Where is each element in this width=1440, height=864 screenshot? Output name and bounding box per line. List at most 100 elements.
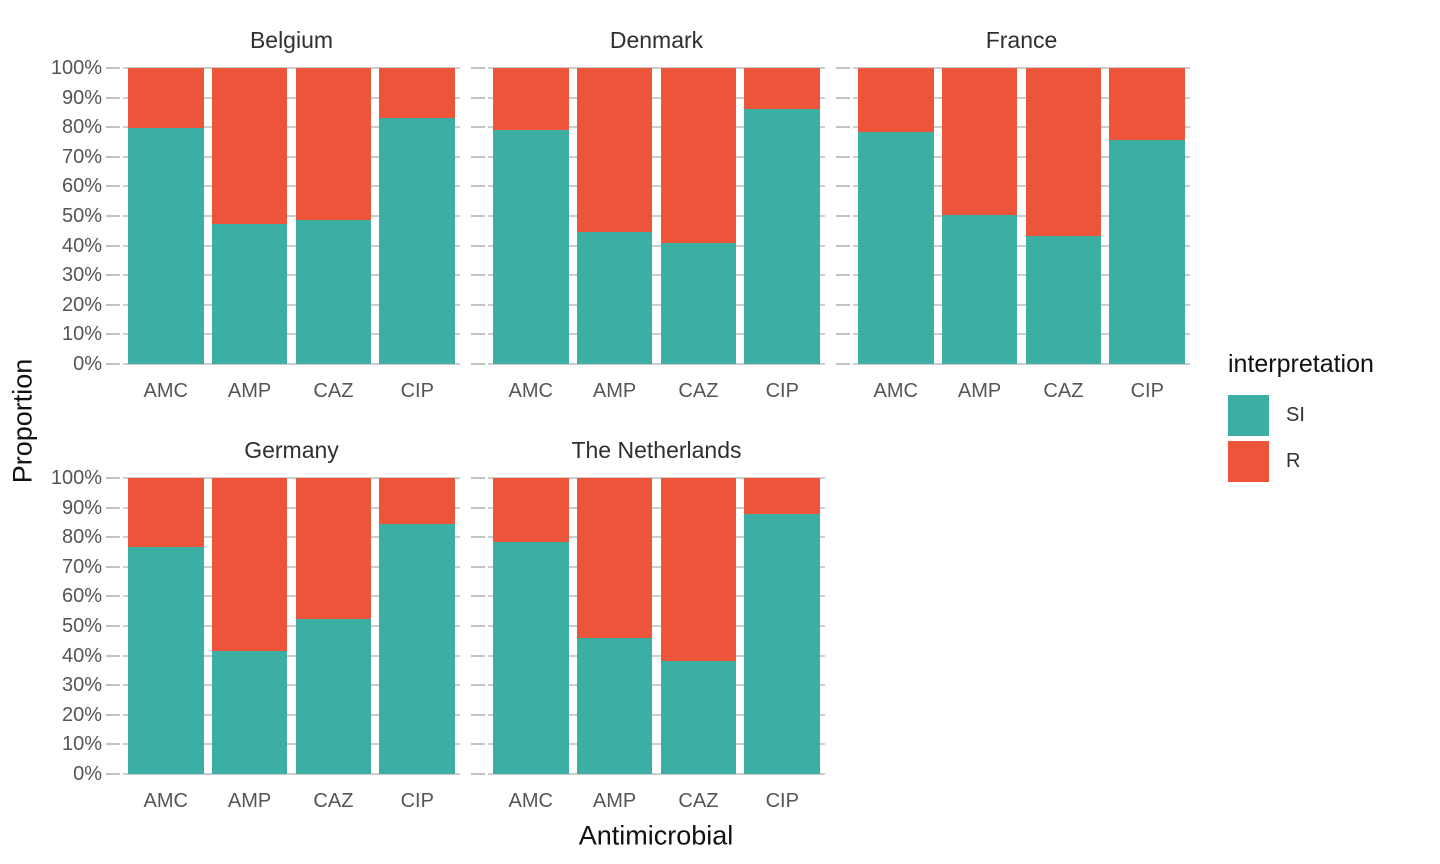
segment-r xyxy=(379,68,455,118)
bar-caz xyxy=(660,68,737,364)
y-tick-label: 70% xyxy=(61,555,102,578)
gridline xyxy=(488,126,825,129)
gridline xyxy=(488,536,825,539)
y-axis-tick xyxy=(836,96,850,99)
y-axis-tick xyxy=(836,126,850,129)
bars xyxy=(853,68,1190,364)
facet-title: France xyxy=(985,27,1058,53)
y-axis-tick xyxy=(471,477,485,479)
gridline xyxy=(488,303,825,306)
segment-r xyxy=(295,478,372,619)
x-tick-labels: AMC AMP CAZ CIP xyxy=(488,790,825,813)
gridline xyxy=(123,477,460,479)
segment-r xyxy=(211,478,288,651)
x-tick-label: CAZ xyxy=(678,380,719,402)
y-axis-tick xyxy=(471,215,485,217)
y-axis-tick xyxy=(106,506,120,509)
x-axis-title: Antimicrobial xyxy=(578,820,734,851)
y-tick-label: 20% xyxy=(61,703,102,726)
bar-caz xyxy=(295,68,372,364)
legend-label: R xyxy=(1286,450,1301,472)
segment-si xyxy=(1025,235,1102,364)
y-tick-label: 50% xyxy=(61,205,102,227)
legend-items: SI R xyxy=(1228,395,1374,482)
y-axis-tick xyxy=(106,743,120,746)
bar-amp xyxy=(576,478,653,774)
bars xyxy=(123,68,460,364)
segment-r xyxy=(576,478,653,639)
segment-si xyxy=(744,514,820,774)
gridline xyxy=(853,363,1190,365)
bar-amc xyxy=(858,68,934,364)
bar-amp xyxy=(211,68,288,364)
x-tick-label: AMC xyxy=(143,380,188,402)
y-axis-tick xyxy=(471,363,485,365)
x-tick-label: AMP xyxy=(592,380,637,402)
facet-denmark: Denmark AMC AMP CAZ CIP xyxy=(471,27,825,402)
bars xyxy=(488,68,825,364)
y-axis-tick xyxy=(106,303,120,306)
y-tick-label: 30% xyxy=(61,264,102,287)
legend-title: interpretation xyxy=(1228,350,1374,378)
y-axis-tick xyxy=(471,67,485,69)
facet-title: Germany xyxy=(244,437,339,463)
y-axis-tick xyxy=(836,67,850,69)
gridline xyxy=(488,477,825,479)
y-axis-tick xyxy=(106,595,120,598)
bar-amc xyxy=(128,68,204,364)
segment-si xyxy=(493,129,569,364)
gridline xyxy=(488,67,825,69)
gridline xyxy=(488,713,825,716)
gridline xyxy=(123,244,460,247)
legend-entry-r: R xyxy=(1228,441,1374,482)
gridline xyxy=(853,333,1190,336)
gridline xyxy=(123,773,460,775)
y-axis-tick xyxy=(471,773,485,775)
gridline xyxy=(853,215,1190,217)
x-tick-label: CAZ xyxy=(678,790,719,812)
y-axis-tick xyxy=(471,303,485,306)
segment-r xyxy=(128,478,204,548)
y-tick-label: 30% xyxy=(61,674,102,697)
y-axis-tick xyxy=(471,654,485,657)
segment-r xyxy=(941,68,1018,215)
segment-si xyxy=(211,650,288,774)
y-axis-tick xyxy=(106,333,120,336)
gridline xyxy=(123,185,460,188)
gridline xyxy=(488,684,825,687)
y-axis-tick xyxy=(106,536,120,539)
gridline xyxy=(123,333,460,336)
x-tick-label: AMP xyxy=(227,790,272,812)
y-axis-title: Proportion xyxy=(7,358,38,484)
x-tick-label: AMC xyxy=(508,790,553,812)
y-tick-label: 60% xyxy=(61,175,102,198)
x-tick-labels: AMC AMP CAZ CIP xyxy=(488,380,825,403)
x-tick-label: CAZ xyxy=(313,380,354,402)
segment-si xyxy=(379,524,455,774)
bar-caz xyxy=(660,478,737,774)
y-tick-label: 50% xyxy=(61,615,102,637)
y-axis-tick xyxy=(471,595,485,598)
y-tick-label: 100% xyxy=(50,57,102,79)
segment-si xyxy=(128,547,204,774)
y-tick-label: 100% xyxy=(50,467,102,489)
gridline xyxy=(488,625,825,627)
gridline xyxy=(488,565,825,568)
panel xyxy=(471,477,825,775)
gridline xyxy=(488,185,825,188)
bar-amc xyxy=(493,478,569,774)
y-axis-tick xyxy=(106,244,120,247)
x-tick-label: CAZ xyxy=(1043,380,1084,402)
facet-belgium: Belgium 0% 10% 20% 30% 40% 50% 60% 70% 80% 90% 100… xyxy=(51,27,460,402)
gridline xyxy=(488,363,825,365)
y-tick-label: 0% xyxy=(73,763,102,785)
gridline xyxy=(123,215,460,217)
legend: interpretation SI R xyxy=(1228,350,1374,487)
y-axis-tick xyxy=(106,215,120,217)
y-tick-label: 40% xyxy=(61,644,102,667)
gridline xyxy=(123,96,460,99)
gridline xyxy=(123,506,460,509)
panel: 0% 10% 20% 30% 40% 50% 60% 70% 80% 90% 100% xyxy=(51,57,460,375)
x-tick-label: AMC xyxy=(508,380,553,402)
